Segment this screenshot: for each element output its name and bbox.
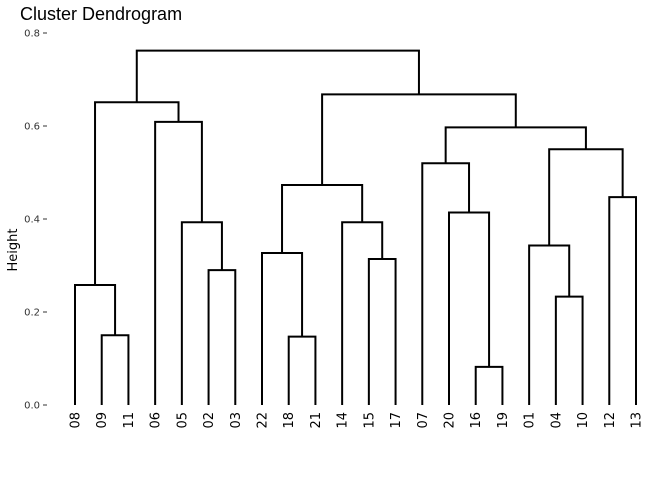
leaf-label: 14 [336,412,351,429]
dendrogram-branch [367,257,397,405]
y-tick-label: 0.4 [24,215,40,226]
leaf-label: 03 [229,412,244,429]
dendrogram-branch [135,49,420,103]
leaf-label: 09 [95,412,110,429]
y-axis-label: Height [6,229,21,272]
leaf-label: 21 [309,412,324,429]
dendrogram-branch [341,221,384,405]
y-tick-label: 0.2 [24,308,40,319]
leaf-label: 04 [549,412,564,429]
leaf-label: 15 [362,412,377,429]
leaf-label: 06 [149,412,164,429]
leaf-label: 12 [603,412,618,429]
leaf-label: 01 [523,412,538,429]
dendrogram-branch [281,184,364,253]
leaf-label: 08 [69,412,84,429]
leaf-label: 07 [416,412,431,429]
leaf-label: 10 [576,412,591,429]
dendrogram-branch [474,365,504,405]
dendrogram-branch [94,101,180,286]
leaf-label: 16 [469,412,484,429]
leaf-label: 20 [443,412,458,429]
dendrogram-branch [261,251,304,405]
y-axis: 0.0 0.2 0.4 0.6 0.8 [24,29,47,412]
dendrogram-branch [608,196,637,405]
y-tick-label: 0.0 [24,401,40,412]
dendrogram-branch [180,221,223,405]
leaf-label: 13 [630,412,645,429]
dendrogram-branch [554,295,584,405]
leaf-label: 22 [256,412,271,429]
leaf-label: 17 [389,412,404,429]
dendrogram-branch [287,335,317,405]
leaf-label: 02 [202,412,217,429]
leaf-label: 18 [282,412,297,429]
chart-title: Cluster Dendrogram [20,4,183,24]
dendrogram-branch [154,120,203,405]
dendrogram-branch [321,93,517,186]
dendrogram-branch [74,284,117,405]
y-tick-label: 0.8 [24,29,40,40]
dendrogram-branch [444,126,587,164]
leaf-label: 05 [175,412,190,429]
leaf-label: 11 [122,412,137,429]
dendrogram-branch [448,211,491,405]
dendrogram-branch [100,334,130,405]
leaf-label: 19 [496,412,511,429]
y-tick-label: 0.6 [24,122,40,133]
dendrogram-branch [421,162,471,405]
leaf-labels: 08 09 11 06 05 02 03 22 18 21 14 15 17 07 20 16 19 01 04 10… [69,412,645,429]
dendrogram-branches [74,49,637,405]
dendrogram-branch [528,244,571,405]
dendrogram-branch [207,269,237,405]
